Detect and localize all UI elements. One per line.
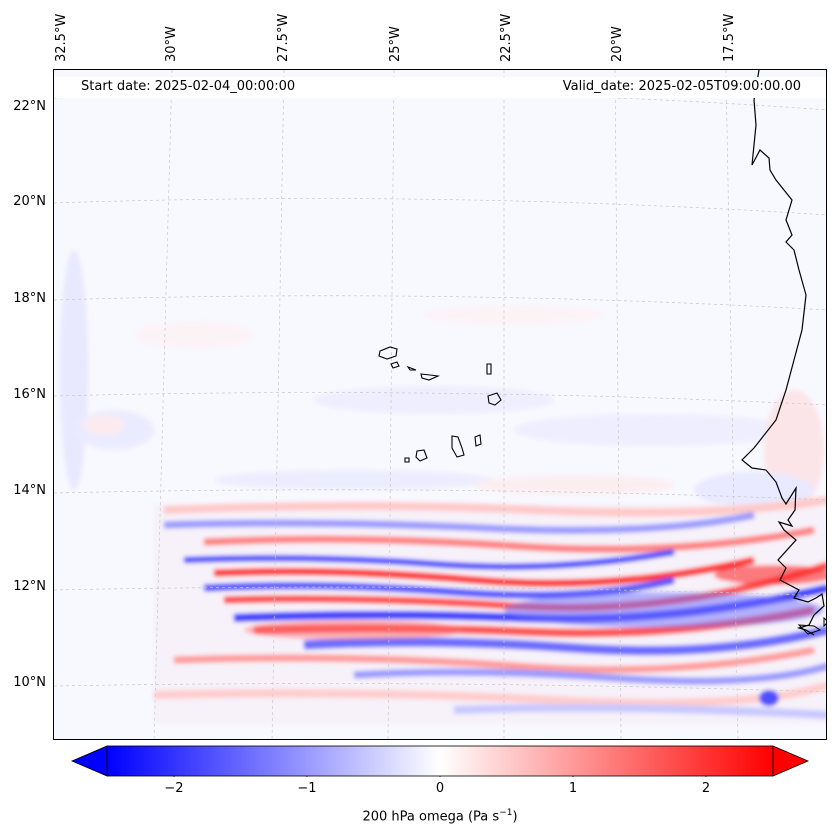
colorbar	[70, 745, 810, 777]
lon-label-17-5w: 17.5°W	[722, 13, 737, 62]
colorbar-extend-min	[70, 745, 108, 777]
colorbar-tick-1: 1	[568, 781, 578, 796]
colorbar-units: Pa s	[473, 809, 500, 825]
colorbar-variable: 200 hPa omega	[362, 809, 464, 825]
lat-label-14n: 14°N	[13, 483, 46, 498]
lat-label-20n: 20°N	[13, 194, 46, 209]
island-sal	[486, 363, 492, 375]
lat-label-18n: 18°N	[13, 291, 46, 306]
west-african-coastline	[741, 70, 825, 636]
island-boa-vista	[487, 392, 502, 406]
colorbar-tick-2: 2	[701, 781, 711, 796]
colorbar-label: 200 hPa omega (Pa s−1)	[362, 808, 518, 825]
island-maio	[474, 434, 482, 447]
colorbar-tick-0: 0	[435, 781, 445, 796]
colorbar-ticks	[173, 776, 707, 777]
cabo-verde-islands	[378, 346, 502, 463]
weak-anomalies	[60, 250, 824, 510]
date-info-bar: Start date: 2025-02-04_00:00:00 Valid_da…	[55, 77, 826, 98]
omega-band	[153, 496, 826, 724]
valid-date: Valid_date: 2025-02-05T09:00:00.00	[562, 79, 801, 94]
omega-field	[54, 70, 826, 739]
island-fogo	[415, 449, 428, 462]
coast-bissagos	[797, 616, 826, 635]
island-sao-nicolau	[406, 365, 417, 371]
lat-label-16n: 16°N	[13, 387, 46, 402]
island-brava	[404, 457, 410, 463]
island-santo-antao	[378, 346, 398, 360]
start-date: Start date: 2025-02-04_00:00:00	[81, 79, 296, 94]
colorbar-extend-max	[772, 745, 810, 777]
lat-label-12n: 12°N	[13, 579, 46, 594]
lon-label-22-5w: 22.5°W	[499, 13, 514, 62]
map-panel: Start date: 2025-02-04_00:00:00 Valid_da…	[53, 69, 827, 740]
colorbar-body	[106, 745, 774, 777]
lon-label-32-5w: 32.5°W	[54, 13, 69, 62]
colorbar-units-exponent: −1	[499, 808, 513, 818]
colorbar-tick-neg1: −1	[297, 781, 317, 796]
colorbar-tick-neg2: −2	[164, 781, 184, 796]
island-santiago	[451, 435, 465, 458]
lon-label-30w: 30°W	[164, 26, 179, 62]
lon-label-20w: 20°W	[610, 26, 625, 62]
lon-label-27-5w: 27.5°W	[276, 13, 291, 62]
island-sao-nicolau-2	[420, 373, 441, 381]
island-sao-vicente	[390, 361, 400, 369]
lon-label-25w: 25°W	[388, 26, 403, 62]
lat-label-10n: 10°N	[13, 675, 46, 690]
lat-label-22n: 22°N	[13, 99, 46, 114]
